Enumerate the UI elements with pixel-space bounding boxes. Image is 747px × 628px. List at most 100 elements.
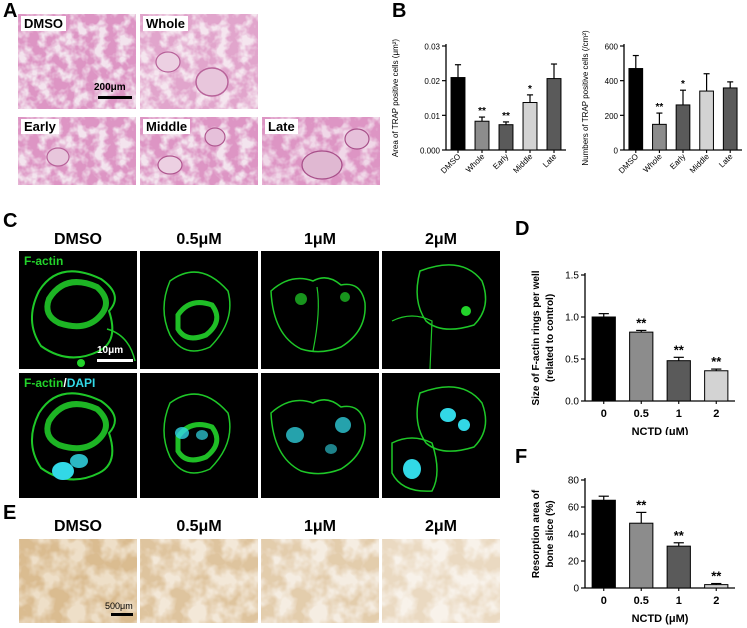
d-bar-3 (704, 370, 729, 402)
bone-image-05 (140, 539, 258, 623)
panel-label-d: D (515, 218, 530, 240)
d-ytick-label-0: 0.0 (565, 397, 579, 408)
merge-image-2 (382, 373, 500, 498)
b2-bar-3 (699, 90, 714, 151)
scale-bar-c-label: 10μm (97, 345, 124, 356)
b1-xtick-label-2: Early (491, 152, 510, 171)
b1-ytick-label-0: 0.000 (420, 147, 441, 156)
chart-b2: 0 200 400 600 DMSO ** Whole * Early Middle Late Num… (581, 30, 742, 175)
b1-xtick-label-0: DMSO (439, 152, 462, 175)
merge-label-sep: / (63, 376, 67, 390)
col-title-e-1: 1μM (303, 518, 336, 535)
panel-label-f: F (515, 446, 528, 468)
merge-image-dmso: F-actin/DAPI (19, 373, 137, 498)
col-title-e-05: 0.5μM (176, 518, 222, 535)
f-bar-3 (704, 584, 729, 589)
trap-image-late: Late (262, 117, 380, 185)
b1-ytick-label-3: 0.03 (424, 43, 440, 52)
d-ylabel-2: (related to control) (545, 294, 556, 382)
tile-label-dmso: DMSO (21, 16, 66, 31)
factin-image-dmso: F-actin 10μm (19, 251, 137, 369)
b1-ylabel: Area of TRAP positive cells (μm²) (391, 39, 400, 157)
f-xtick-label-2: 1 (676, 595, 682, 607)
f-xtick-label-1: 0.5 (634, 595, 649, 607)
b2-xtick-label-4: Late (717, 152, 735, 170)
bone-image-1 (261, 539, 379, 623)
f-ytick-label-3: 60 (568, 503, 580, 514)
f-sig-3: ** (711, 569, 722, 584)
trap-image-middle: Middle (140, 117, 258, 185)
col-title-c-1: 1μM (303, 231, 336, 248)
b2-ytick-label-3: 600 (605, 43, 619, 52)
bone-image-dmso: 500μm (19, 539, 137, 623)
panel-label-a: A (3, 0, 18, 22)
b1-xtick-label-1: Whole (464, 152, 487, 175)
b1-xtick-label-4: Late (541, 152, 559, 170)
scale-bar-a-label: 200μm (94, 82, 126, 93)
b2-xtick-label-3: Middle (688, 152, 711, 175)
d-xtick-label-1: 0.5 (634, 408, 649, 420)
b1-sig-1: ** (478, 106, 486, 117)
col-title-c-dmso: DMSO (54, 231, 102, 248)
f-xtick-label-3: 2 (713, 595, 719, 607)
d-sig-3: ** (711, 354, 722, 369)
f-bar-2 (666, 545, 691, 589)
f-ylabel: Resorption area of (531, 489, 542, 578)
b2-xtick-label-2: Early (668, 152, 687, 171)
d-ytick-label-2: 1.0 (565, 313, 579, 324)
f-ylabel-2: bone slice (%) (545, 500, 556, 567)
b1-bar-3 (522, 102, 538, 151)
f-bar-0 (591, 499, 616, 589)
col-title-c-05: 0.5μM (176, 231, 222, 248)
trap-image-dmso: DMSO 200μm (18, 14, 136, 109)
f-sig-2: ** (674, 528, 685, 543)
b1-xtick-label-3: Middle (511, 152, 534, 175)
tile-label-late: Late (265, 119, 298, 134)
f-xtick-label-0: 0 (601, 595, 607, 607)
col-title-c-2: 2μM (424, 231, 457, 248)
panel-label-b: B (392, 0, 407, 22)
factin-label-row1: F-actin (24, 254, 64, 268)
d-bar-1 (629, 331, 654, 402)
d-xtick-label-0: 0 (601, 408, 607, 420)
b1-sig-2: ** (502, 111, 510, 122)
f-ytick-label-1: 20 (568, 557, 580, 568)
b2-bar-0 (628, 68, 644, 151)
trap-image-whole: Whole (140, 14, 258, 109)
tile-label-whole: Whole (143, 16, 188, 31)
d-ylabel: Size of F-actin rings per well (531, 270, 542, 405)
merge-image-05 (140, 373, 258, 498)
d-xlabel: NCTD (μM) (632, 426, 689, 435)
col-title-e-2: 2μM (424, 518, 457, 535)
b1-bar-0 (450, 77, 466, 151)
merge-label-dapi: DAPI (66, 376, 96, 390)
b2-sig-1: ** (656, 102, 664, 113)
chart-d: 0.0 0.5 1.0 1.5 0 ** 0.5 ** 1 ** 2 Size of F-actin … (531, 270, 735, 435)
bone-image-2 (382, 539, 500, 623)
d-sig-1: ** (636, 315, 647, 330)
b2-ytick-label-2: 400 (605, 77, 619, 86)
scale-bar-c (97, 359, 133, 362)
merge-image-1 (261, 373, 379, 498)
scale-bar-e-label: 500μm (105, 601, 133, 611)
col-title-e-dmso: DMSO (54, 518, 102, 535)
factin-image-2 (382, 251, 500, 369)
f-sig-1: ** (636, 497, 647, 512)
chart-b1: 0.000 0.01 0.02 0.03 DMSO ** Whole ** Early * Midd… (391, 39, 566, 175)
b1-ytick-label-1: 0.01 (424, 112, 440, 121)
f-ytick-label-4: 80 (568, 476, 580, 487)
d-xtick-label-3: 2 (713, 408, 719, 420)
panel-label-c: C (3, 210, 18, 232)
b1-ytick-label-2: 0.02 (424, 77, 440, 86)
b2-ytick-label-1: 200 (605, 112, 619, 121)
factin-image-1 (261, 251, 379, 369)
f-ytick-label-0: 0 (573, 584, 579, 595)
b2-xtick-label-1: Whole (641, 152, 664, 175)
d-bar-2 (666, 360, 691, 402)
tile-label-middle: Middle (143, 119, 191, 134)
d-ytick-label-3: 1.5 (565, 271, 579, 282)
d-sig-2: ** (674, 342, 685, 357)
b2-sig-2: * (681, 79, 685, 90)
factin-image-05 (140, 251, 258, 369)
merge-label-factin: F-actin (24, 376, 64, 390)
